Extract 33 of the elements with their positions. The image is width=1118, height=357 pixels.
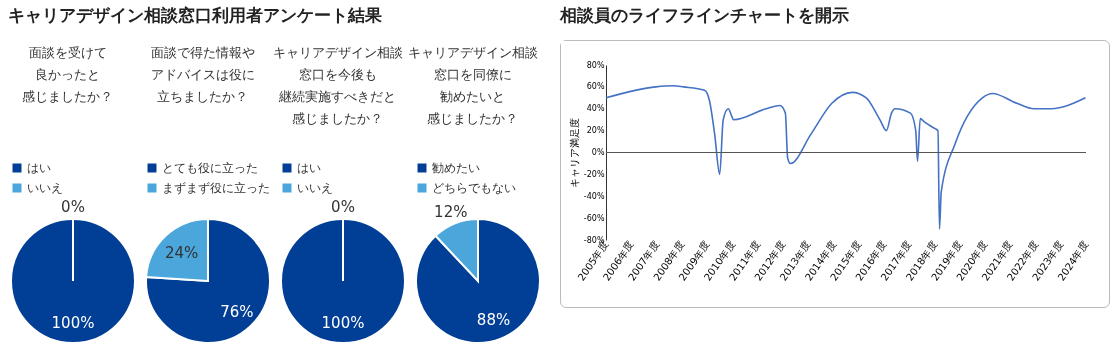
text: 0% — [331, 198, 355, 216]
chart-title: 相談員のライフラインチャートを開示 — [560, 4, 849, 27]
data-label: 24% — [165, 243, 199, 262]
y-tick-label: -20% — [583, 169, 605, 179]
legend-label: とても役に立った — [162, 161, 258, 175]
y-tick-label: 80% — [586, 60, 605, 70]
legend-label: まずまず役に立った — [162, 181, 270, 195]
legend-label: いいえ — [297, 181, 333, 195]
chart-title: キャリアデザイン相談窓口を同僚に勧めたいと感じましたか？ — [407, 44, 538, 128]
legend-label: はい — [297, 161, 321, 175]
y-tick-label: -60% — [583, 213, 605, 223]
data-label: 76% — [220, 302, 254, 321]
y-tick-label: 0% — [591, 148, 605, 157]
y-tick-label: 60% — [586, 82, 605, 92]
data-label: 88% — [476, 311, 511, 330]
y-axis-title: キャリア満足度 — [568, 118, 580, 188]
y-tick-label: -40% — [583, 191, 605, 201]
text: 0% — [61, 198, 85, 216]
pie-slice — [415, 218, 541, 344]
legend-label: はい — [27, 161, 51, 175]
data-label: 100% — [51, 314, 95, 333]
text: キャリアデザイン相談窓口利用者アンケート結果 — [8, 4, 382, 27]
y-tick-label: 40% — [586, 104, 605, 114]
data-label: 100% — [321, 314, 365, 333]
data-label: 12% — [434, 203, 468, 222]
chart-title: 面談で得た情報やアドバイスは役に立ちましたか？ — [149, 44, 256, 106]
chart-title: 面談を受けて良かったと感じましたか？ — [21, 44, 114, 106]
legend-label: 勧めたい — [432, 161, 480, 175]
legend-label: いいえ — [27, 181, 63, 195]
y-tick-label: 20% — [586, 126, 605, 136]
line-series — [605, 84, 1087, 230]
legend-label: どちらでもない — [432, 181, 516, 195]
chart-title: キャリアデザイン相談窓口を今後も継続実施すべきだと感じましたか？ — [272, 44, 403, 128]
